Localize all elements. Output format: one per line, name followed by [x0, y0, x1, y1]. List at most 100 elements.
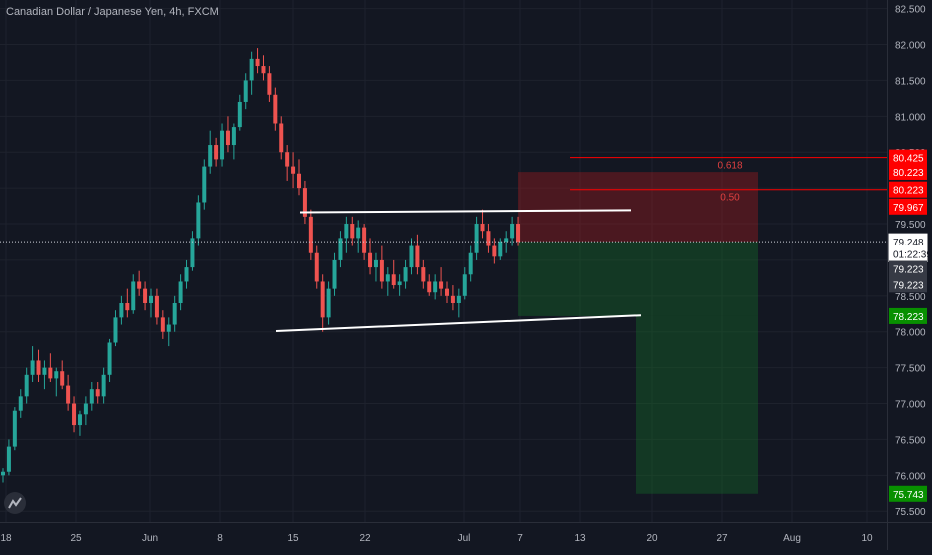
x-tick-label: Aug — [783, 533, 801, 544]
candle-body — [36, 360, 41, 375]
candle-body — [516, 224, 521, 242]
y-tick-label: 77.500 — [895, 364, 926, 375]
price-tag — [889, 198, 927, 215]
candle-body — [154, 295, 159, 318]
candle-body — [421, 267, 426, 282]
candle-body — [18, 396, 23, 411]
x-tick-label: 15 — [287, 533, 299, 544]
y-tick-label: 81.000 — [895, 112, 926, 123]
candle-body — [468, 252, 473, 275]
candle-body — [356, 227, 361, 239]
channel-upper-line — [299, 209, 632, 214]
candle-body — [220, 130, 225, 160]
y-tick-label: 81.500 — [895, 76, 926, 87]
price-tag — [889, 276, 927, 293]
candle-body — [314, 252, 319, 282]
candle-body — [1, 471, 5, 476]
candle-body — [445, 288, 449, 296]
candle-body — [208, 145, 213, 167]
candle-body — [279, 123, 284, 153]
candle-body — [344, 224, 349, 239]
candle-body — [190, 238, 195, 268]
y-tick-label: 82.000 — [895, 41, 926, 52]
candle-body — [42, 367, 47, 375]
x-tick-label: 25 — [70, 533, 82, 544]
candle-body — [462, 274, 467, 296]
candle-body — [77, 414, 82, 426]
price-tag-label: 80.425 — [893, 154, 924, 165]
candle-body — [385, 274, 390, 282]
candle-body — [54, 371, 59, 379]
candle-body — [243, 80, 248, 102]
candle-body — [12, 410, 17, 447]
candle-body — [89, 389, 94, 404]
candle-body — [119, 303, 124, 318]
candle-body — [225, 130, 230, 146]
candle-body — [149, 295, 153, 304]
candle-body — [332, 259, 337, 289]
candle-body — [231, 127, 236, 146]
candle-body — [504, 238, 509, 242]
y-tick-label: 76.000 — [895, 471, 926, 482]
candle-body — [214, 145, 219, 160]
candle-body — [249, 58, 254, 81]
candle-body — [6, 446, 11, 472]
price-tag-label: 75.743 — [893, 490, 924, 501]
candle-body — [486, 231, 491, 246]
x-tick-label: Jun — [142, 533, 158, 544]
x-tick-label: 8 — [217, 533, 223, 544]
candle-body — [237, 101, 242, 128]
candle-body — [308, 216, 313, 253]
candle-body — [397, 281, 402, 286]
y-tick-label: 78.000 — [895, 328, 926, 339]
candle-body — [30, 360, 35, 375]
candle-body — [131, 281, 136, 311]
candle-body — [379, 259, 384, 282]
candle-body — [172, 303, 177, 325]
price-tag-label: 78.223 — [893, 312, 924, 323]
candle-body — [107, 342, 112, 375]
candle-body — [350, 224, 355, 239]
price-tag — [889, 163, 927, 180]
candle-body — [510, 224, 515, 239]
target-zone-upper — [518, 242, 758, 316]
x-tick-label: 22 — [359, 533, 371, 544]
candle-body — [456, 295, 461, 304]
candle-body — [297, 173, 301, 189]
price-tag-label: 79.223 — [893, 280, 924, 291]
candle-body — [373, 259, 378, 268]
candle-body — [255, 58, 260, 67]
x-tick-label: 27 — [716, 533, 728, 544]
candle-body — [261, 66, 266, 74]
x-tick-label: 10 — [861, 533, 873, 544]
candle-body — [409, 245, 414, 268]
price-tag-label: 79.248 — [893, 238, 924, 249]
y-tick-label: 78.500 — [895, 292, 926, 303]
candle-body — [450, 295, 455, 304]
candle-body — [498, 241, 503, 257]
tradingview-logo-icon[interactable] — [4, 492, 26, 514]
candle-body — [439, 281, 444, 289]
price-tag — [889, 260, 927, 277]
candle-body — [113, 317, 118, 343]
candle-body — [66, 385, 71, 404]
y-tick-label: 77.000 — [895, 400, 926, 411]
candle-body — [160, 317, 165, 332]
candle-body — [285, 152, 290, 167]
candle-body — [433, 281, 438, 293]
x-tick-label: 7 — [517, 533, 523, 544]
candle-body — [267, 73, 272, 95]
candle-body — [362, 227, 367, 253]
chart-title: Canadian Dollar / Japanese Yen, 4h, FXCM — [6, 6, 219, 18]
x-tick-label: 18 — [0, 533, 12, 544]
candle-body — [178, 281, 183, 304]
price-tag — [889, 149, 927, 166]
price-tag-label: 01:22:39 — [893, 249, 932, 260]
candle-body — [368, 252, 373, 268]
candle-body — [326, 288, 331, 318]
candle-body — [480, 224, 485, 232]
candle-body — [291, 166, 296, 174]
candle-body — [83, 403, 88, 415]
